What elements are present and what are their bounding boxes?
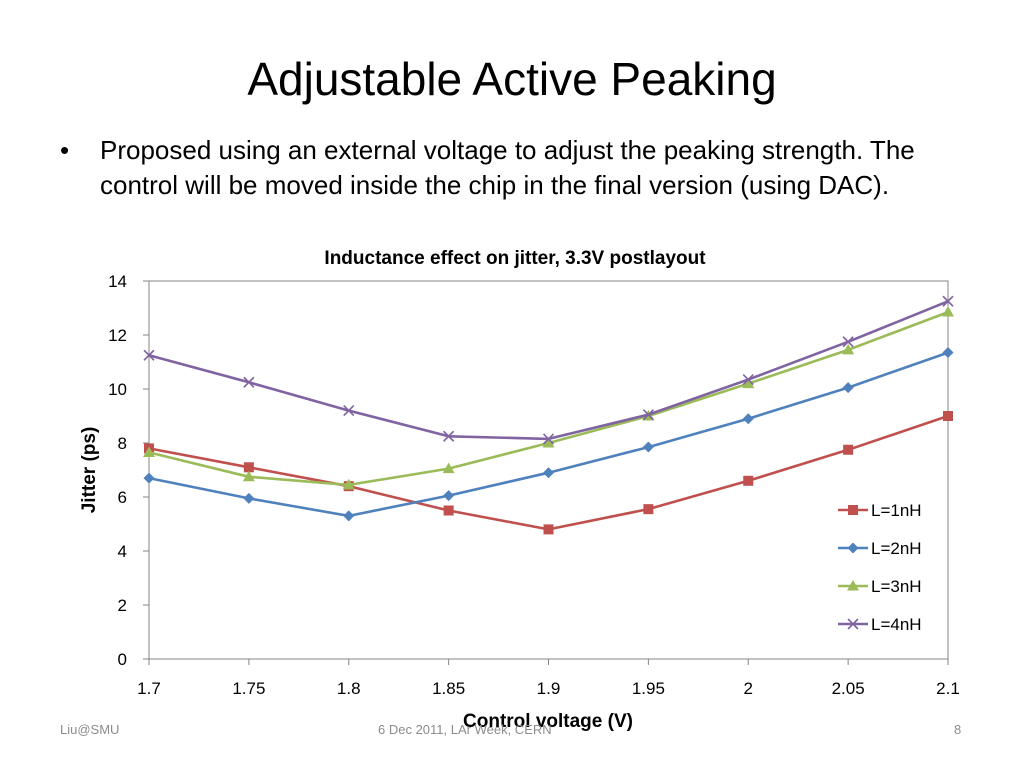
- data-point-l-3nh: [442, 462, 455, 474]
- y-tick-label: 0: [118, 650, 127, 669]
- y-axis: 0 2 4 6 8 10 12 14: [108, 272, 149, 669]
- footer-page-number: 8: [954, 722, 962, 737]
- legend-item-l-1nh: L=1nH: [838, 501, 922, 520]
- y-tick-label: 14: [108, 272, 127, 291]
- data-point-l-4nh: [243, 376, 255, 388]
- data-point-l-4nh: [842, 336, 854, 348]
- x-tick-label: 1.95: [632, 679, 665, 698]
- data-point-l-2nh: [742, 413, 754, 425]
- y-tick-label: 12: [108, 326, 127, 345]
- x-tick-label: 1.85: [432, 679, 465, 698]
- series-layer: [143, 295, 954, 535]
- y-tick-label: 10: [108, 380, 127, 399]
- data-point-l-4nh: [742, 373, 754, 386]
- bullet-marker: •: [60, 135, 70, 165]
- x-tick-label: 2.05: [832, 679, 865, 698]
- data-point-l-1nh: [443, 505, 454, 516]
- legend-marker: [847, 618, 859, 630]
- series-line-l-4nh: [148, 300, 949, 441]
- legend-label: L=1nH: [871, 501, 922, 520]
- data-point-l-1nh: [743, 475, 754, 486]
- x-tick-label: 1.9: [537, 679, 561, 698]
- slide-title: Adjustable Active Peaking: [247, 53, 777, 105]
- data-point-l-2nh: [243, 492, 255, 504]
- data-point-l-3nh: [143, 446, 155, 457]
- data-point-l-4nh: [143, 349, 155, 361]
- legend-label: L=4nH: [871, 615, 922, 634]
- data-point-l-2nh: [443, 490, 455, 502]
- legend-marker: [848, 505, 858, 515]
- legend: L=1nH L=2nH L=3nH L=4nH: [838, 501, 922, 634]
- x-tick-label: 1.7: [137, 679, 161, 698]
- y-tick-label: 8: [118, 434, 127, 453]
- data-point-l-3nh: [242, 470, 255, 482]
- footer-author: Liu@SMU: [60, 722, 120, 737]
- data-point-l-3nh: [742, 377, 755, 389]
- data-point-l-3nh: [342, 478, 355, 490]
- data-point-l-4nh: [343, 405, 355, 417]
- legend-marker: [847, 542, 859, 554]
- y-tick-label: 2: [118, 596, 127, 615]
- data-point-l-3nh: [542, 437, 555, 448]
- legend-label: L=2nH: [871, 539, 922, 558]
- y-tick-label: 6: [118, 488, 127, 507]
- footer-event: 6 Dec 2011, LAr Week, CERN: [378, 722, 552, 737]
- legend-item-l-3nh: L=3nH: [838, 577, 922, 596]
- data-point-l-1nh: [943, 411, 953, 421]
- x-tick-label: 2: [744, 679, 753, 698]
- series-l-4nh: [143, 295, 954, 445]
- legend-item-l-2nh: L=2nH: [838, 539, 922, 558]
- data-point-l-2nh: [942, 347, 954, 359]
- data-point-l-4nh: [942, 295, 954, 307]
- legend-label: L=3nH: [871, 577, 922, 596]
- series-l-2nh: [143, 347, 954, 522]
- data-point-l-2nh: [343, 510, 355, 522]
- data-point-l-2nh: [143, 472, 155, 484]
- data-point-l-4nh: [542, 433, 555, 445]
- legend-item-l-4nh: L=4nH: [838, 615, 922, 634]
- data-point-l-4nh: [642, 409, 654, 421]
- x-tick-label: 1.8: [337, 679, 361, 698]
- y-axis-title: Jitter (ps): [79, 427, 100, 514]
- x-axis-title: Control voltage (V): [463, 711, 633, 732]
- x-axis: 1.7 1.75 1.8 1.85 1.9 1.95 2 2.05 2.1: [137, 659, 960, 698]
- x-tick-label: 1.75: [232, 679, 265, 698]
- data-point-l-4nh: [443, 430, 455, 442]
- chart-title: Inductance effect on jitter, 3.3V postla…: [324, 248, 706, 269]
- legend-marker: [847, 580, 859, 591]
- data-point-l-3nh: [942, 306, 954, 317]
- data-point-l-1nh: [843, 444, 854, 455]
- data-point-l-1nh: [543, 524, 554, 535]
- data-point-l-2nh: [642, 441, 654, 453]
- y-tick-label: 4: [118, 542, 127, 561]
- series-line-l-3nh: [148, 310, 949, 487]
- data-point-l-3nh: [842, 343, 855, 355]
- data-point-l-2nh: [842, 382, 854, 394]
- data-point-l-1nh: [643, 504, 654, 515]
- data-point-l-2nh: [543, 467, 554, 479]
- data-point-l-1nh: [243, 462, 254, 473]
- series-line-l-2nh: [148, 351, 949, 518]
- bullet-text: Proposed using an external voltage to ad…: [100, 135, 915, 200]
- series-l-3nh: [143, 306, 954, 490]
- x-tick-label: 2.1: [936, 679, 960, 698]
